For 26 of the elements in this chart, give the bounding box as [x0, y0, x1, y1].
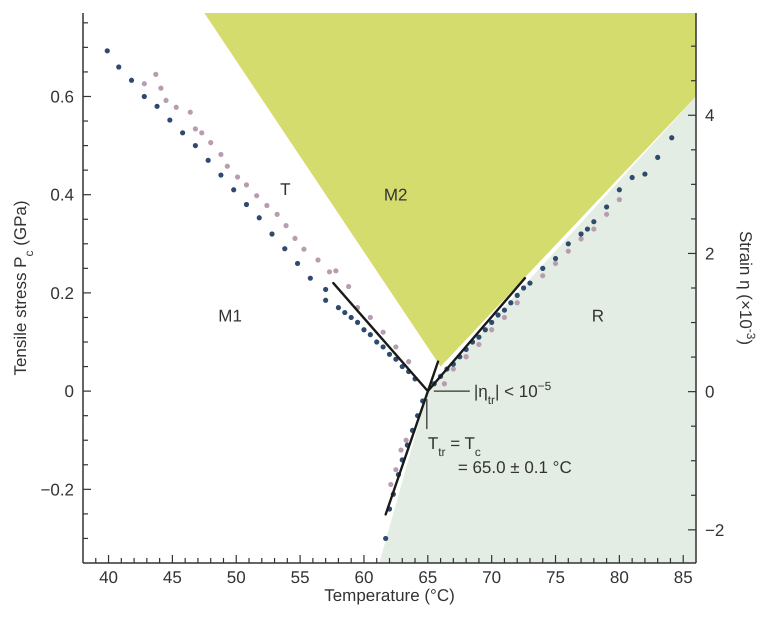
y2-tick-label: −2	[705, 520, 724, 540]
y-tick-label: 0	[64, 382, 74, 402]
y-tick-label: 0.6	[50, 87, 74, 106]
annotation: M1	[218, 306, 242, 326]
annotation: M2	[384, 185, 408, 204]
x-tick-label: 80	[610, 568, 629, 587]
x-tick-label: 40	[99, 568, 118, 587]
y-tick-label: −0.2	[40, 480, 74, 500]
y-tick-label: 0.4	[50, 186, 74, 205]
x-tick-label: 75	[546, 568, 565, 587]
y2-tick-label: 4	[705, 106, 714, 126]
x-tick-label: 50	[226, 568, 246, 587]
x-tick-label: 65	[418, 568, 438, 587]
y-tick-label: 0.2	[50, 284, 74, 303]
annotation: R	[592, 306, 604, 326]
x-tick-label: 55	[290, 568, 310, 587]
y2-tick-label: 2	[705, 244, 714, 264]
annotation: T	[280, 180, 290, 199]
x-tick-label: 60	[354, 568, 374, 587]
x-axis-title: Temperature (°C)	[324, 586, 455, 605]
annotation: T$_{tr}$ = T$_{c}$ = 65.0 ± 0.1 °C	[428, 434, 572, 478]
x-tick-label: 45	[162, 568, 182, 587]
annotation: |η$_{tr}$| < 10$^{−5}$	[474, 379, 552, 408]
y2-tick-label: 0	[705, 382, 714, 402]
x-tick-label: 85	[674, 568, 693, 587]
x-tick-label: 70	[482, 568, 502, 587]
